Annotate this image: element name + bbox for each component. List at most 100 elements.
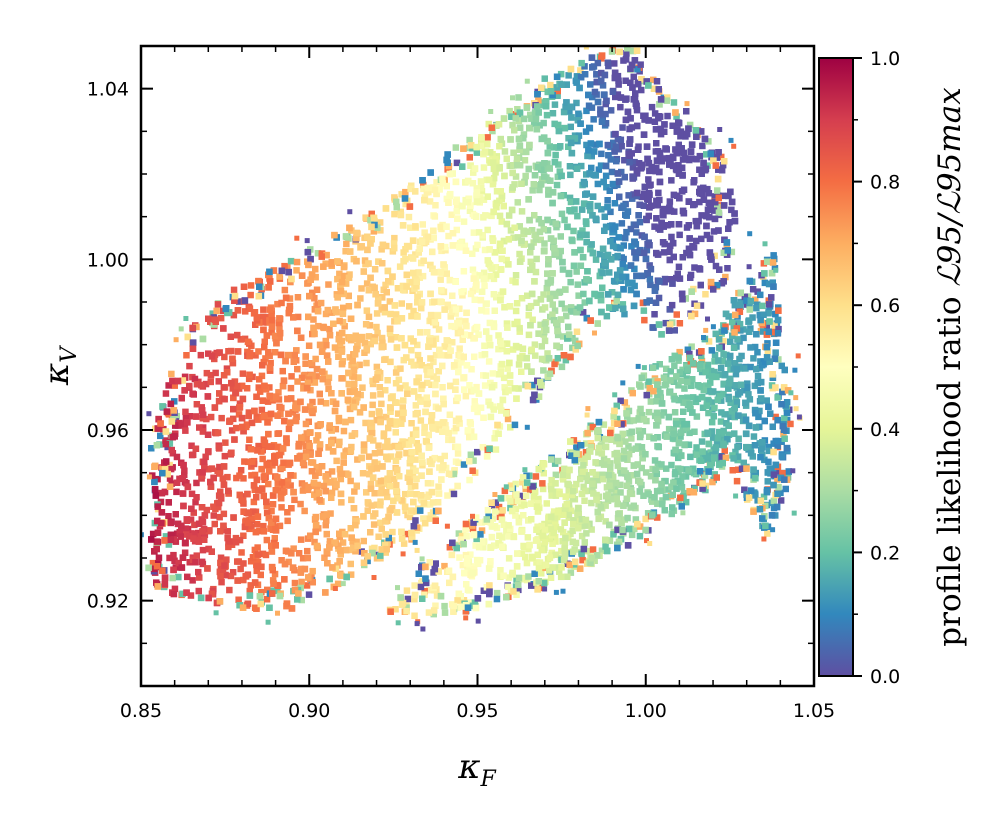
scatter-point <box>484 257 491 264</box>
scatter-point <box>263 313 270 321</box>
scatter-point <box>328 440 335 447</box>
scatter-point <box>233 424 240 432</box>
scatter-point <box>558 300 565 308</box>
scatter-point <box>314 432 322 439</box>
scatter-point <box>452 278 459 285</box>
scatter-point <box>381 356 388 363</box>
scatter-point <box>284 517 291 525</box>
scatter-point <box>377 391 384 398</box>
scatter-point <box>146 474 152 480</box>
scatter-point <box>634 146 642 153</box>
scatter-point <box>631 239 638 246</box>
scatter-point <box>239 423 246 431</box>
scatter-point <box>337 547 344 554</box>
scatter-point <box>335 414 343 422</box>
scatter-point <box>568 236 575 243</box>
scatter-point <box>446 411 454 418</box>
scatter-point <box>650 324 657 331</box>
scatter-point <box>229 569 237 576</box>
scatter-point <box>425 444 433 451</box>
scatter-point <box>705 199 713 206</box>
scatter-point <box>351 362 359 370</box>
scatter-point <box>602 162 610 170</box>
scatter-point <box>520 131 528 138</box>
scatter-point <box>154 583 161 590</box>
scatter-point <box>555 161 562 168</box>
scatter-point <box>240 508 247 515</box>
scatter-point <box>274 412 281 419</box>
scatter-point <box>394 317 401 325</box>
scatter-point <box>364 553 371 560</box>
scatter-point <box>512 278 519 286</box>
scatter-point <box>553 319 560 327</box>
scatter-point <box>332 586 338 591</box>
scatter-point <box>529 316 536 323</box>
scatter-point <box>364 233 371 240</box>
scatter-point <box>348 496 355 504</box>
scatter-point <box>231 436 238 443</box>
scatter-point <box>614 252 621 260</box>
scatter-point <box>375 258 382 265</box>
scatter-point <box>408 312 415 320</box>
scatter-point <box>408 279 416 286</box>
scatter-point <box>337 490 345 498</box>
scatter-point <box>430 358 437 366</box>
scatter-point <box>486 176 493 184</box>
scatter-point <box>284 395 291 403</box>
scatter-point <box>353 517 360 525</box>
scatter-point <box>252 321 259 328</box>
scatter-point <box>466 458 473 465</box>
scatter-point <box>673 274 680 282</box>
scatter-point <box>221 395 228 403</box>
scatter-point <box>188 442 195 449</box>
scatter-point <box>348 534 355 541</box>
scatter-point <box>597 111 604 118</box>
scatter-point <box>272 524 279 531</box>
scatter-point <box>650 76 657 84</box>
scatter-point <box>294 378 301 385</box>
scatter-point <box>155 415 162 423</box>
scatter-point <box>409 533 416 541</box>
scatter-point <box>589 249 597 257</box>
scatter-point <box>515 361 523 368</box>
scatter-point <box>632 221 639 229</box>
scatter-point <box>469 250 476 257</box>
scatter-point <box>437 268 444 276</box>
scatter-point <box>397 211 405 219</box>
scatter-point <box>264 462 271 469</box>
scatter-point <box>701 135 709 143</box>
scatter-point <box>612 143 619 150</box>
scatter-point <box>347 571 355 578</box>
scatter-point <box>473 323 481 331</box>
scatter-point <box>470 275 478 282</box>
scatter-point <box>374 374 381 381</box>
scatter-point <box>669 239 677 247</box>
scatter-point <box>658 331 665 338</box>
scatter-point <box>338 348 346 355</box>
scatter-point <box>656 178 664 186</box>
scatter-point <box>552 220 559 227</box>
scatter-point <box>342 233 350 240</box>
scatter-point <box>391 442 398 450</box>
scatter-point <box>216 349 223 356</box>
scatter-point <box>384 437 391 445</box>
scatter-point <box>589 93 596 101</box>
scatter-point <box>413 278 420 285</box>
scatter-point <box>268 542 275 549</box>
scatter-point <box>445 232 452 240</box>
scatter-point <box>356 361 363 369</box>
scatter-point <box>347 477 354 485</box>
scatter-point <box>322 521 329 529</box>
scatter-point <box>385 534 392 542</box>
scatter-point <box>272 515 280 522</box>
scatter-point <box>538 84 545 92</box>
scatter-point <box>405 213 413 221</box>
scatter-point <box>435 483 442 490</box>
scatter-point <box>498 255 505 263</box>
scatter-point <box>211 404 219 411</box>
scatter-point <box>543 111 551 119</box>
scatter-point <box>338 329 346 337</box>
scatter-point <box>392 429 399 436</box>
scatter-point <box>444 301 451 309</box>
scatter-point <box>628 124 636 131</box>
